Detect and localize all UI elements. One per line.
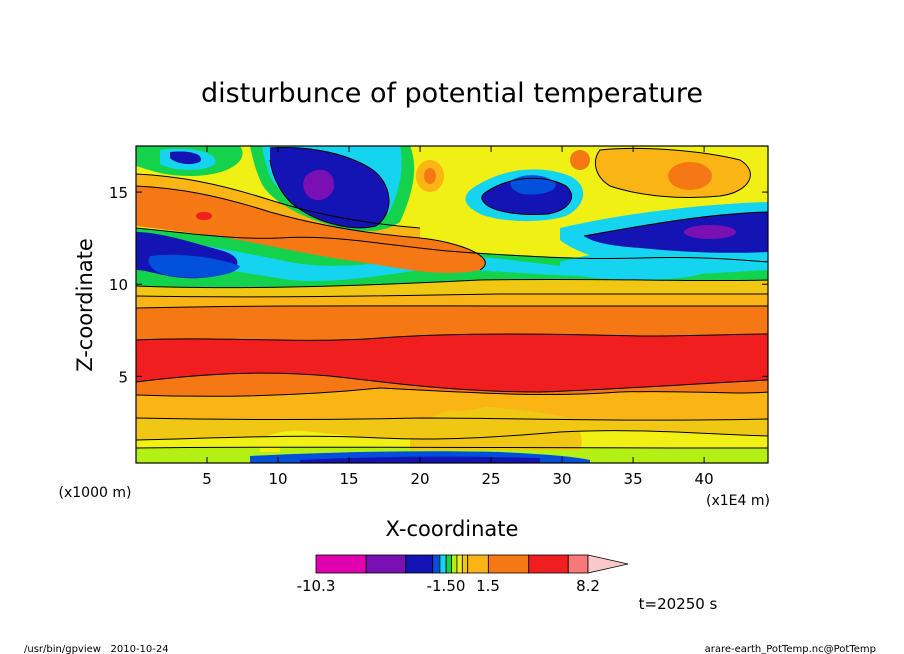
colorbar-swatch bbox=[432, 554, 441, 574]
orange-spot-top bbox=[570, 150, 590, 170]
colorbar-label: 8.2 bbox=[576, 577, 600, 595]
x-tick-label: 5 bbox=[202, 470, 212, 488]
colorbar-swatch bbox=[439, 554, 447, 574]
plot-area bbox=[136, 146, 768, 463]
y-tick-labels: 5 10 15 bbox=[109, 184, 128, 386]
x-tick-label: 25 bbox=[482, 470, 501, 488]
x-tick-labels: 5 10 15 20 25 30 35 40 bbox=[202, 470, 713, 488]
contour-line bbox=[136, 387, 768, 397]
tick-marks bbox=[136, 146, 768, 463]
x-tick-label: 15 bbox=[339, 470, 358, 488]
plot-frame bbox=[135, 145, 769, 464]
colorbar-labels: -10.3 -1.50 1.5 8.2 bbox=[297, 577, 600, 595]
colorbar-swatch bbox=[451, 554, 458, 574]
contour-line bbox=[136, 430, 768, 441]
x-axis-title: X-coordinate bbox=[386, 517, 519, 541]
colorbar-label: 1.5 bbox=[476, 577, 500, 595]
band-red-core bbox=[136, 334, 768, 392]
y-axis-title: Z-coordinate bbox=[73, 238, 97, 372]
x-tick-label: 10 bbox=[268, 470, 287, 488]
colorbar-swatch bbox=[487, 554, 530, 574]
y-tick-label: 15 bbox=[109, 184, 128, 202]
purple-spot-right bbox=[684, 225, 736, 239]
contour-line bbox=[136, 173, 421, 229]
blue-patch-topleft bbox=[170, 151, 201, 165]
contour-lines bbox=[136, 147, 768, 449]
contour-line bbox=[136, 417, 768, 421]
colorbar-swatch bbox=[567, 554, 589, 574]
y-tick-label: 5 bbox=[118, 368, 128, 386]
band-orange-mid bbox=[136, 305, 768, 341]
orange-tongue bbox=[136, 186, 486, 273]
contour-line bbox=[136, 185, 486, 271]
contour-line bbox=[136, 305, 768, 309]
colorbar-swatch bbox=[528, 554, 569, 574]
colorbar-swatch bbox=[405, 554, 434, 574]
contour-line bbox=[481, 177, 572, 215]
contour-line bbox=[136, 278, 768, 289]
colorbar-swatch bbox=[461, 554, 469, 574]
colorbar-swatch bbox=[456, 554, 463, 574]
colorbar-arrow bbox=[587, 554, 629, 574]
purple-core-center bbox=[303, 169, 335, 201]
blue-band-right bbox=[584, 212, 768, 253]
x-tick-label: 35 bbox=[624, 470, 643, 488]
y-tick-label: 10 bbox=[109, 276, 128, 294]
chart-title: disturbunce of potential temperature bbox=[201, 78, 703, 109]
plot-border bbox=[135, 145, 769, 464]
red-spot bbox=[196, 212, 212, 220]
blue-inner-right-center bbox=[510, 175, 556, 195]
orange-spot-topright bbox=[668, 162, 712, 190]
contour-line bbox=[136, 372, 768, 393]
colorbar bbox=[315, 554, 629, 574]
x-tick-label: 30 bbox=[553, 470, 572, 488]
time-annotation: t=20250 s bbox=[639, 595, 718, 613]
contour-line bbox=[136, 446, 768, 449]
contour-line bbox=[136, 227, 768, 263]
footer-right: arare-earth_PotTemp.nc@PotTemp bbox=[705, 644, 876, 654]
y-unit-label: (x1000 m) bbox=[59, 485, 132, 501]
colorbar-label: -1.50 bbox=[427, 577, 466, 595]
blue-patch-left-inner bbox=[148, 254, 240, 278]
footer-left: /usr/bin/gpview 2010-10-24 bbox=[24, 644, 169, 654]
colorbar-swatch bbox=[445, 554, 452, 574]
band-lightorange-mid bbox=[136, 294, 768, 308]
colorbar-swatch bbox=[467, 554, 489, 574]
band-lightorange-low bbox=[136, 388, 768, 421]
contour-line bbox=[269, 147, 390, 229]
x-tick-label: 20 bbox=[410, 470, 429, 488]
contour-line bbox=[594, 147, 751, 199]
contour-line bbox=[136, 293, 768, 298]
orange-spot-center-top bbox=[424, 168, 436, 184]
band-gold-mid bbox=[136, 279, 768, 297]
colorbar-swatch bbox=[315, 554, 367, 574]
x-tick-label: 40 bbox=[695, 470, 714, 488]
colorbar-swatch bbox=[365, 554, 407, 574]
contour-line bbox=[583, 211, 768, 237]
band-orange-low bbox=[136, 373, 768, 397]
contour-line bbox=[136, 333, 768, 341]
colorbar-label: -10.3 bbox=[297, 577, 336, 595]
x-unit-label: (x1E4 m) bbox=[706, 493, 770, 509]
